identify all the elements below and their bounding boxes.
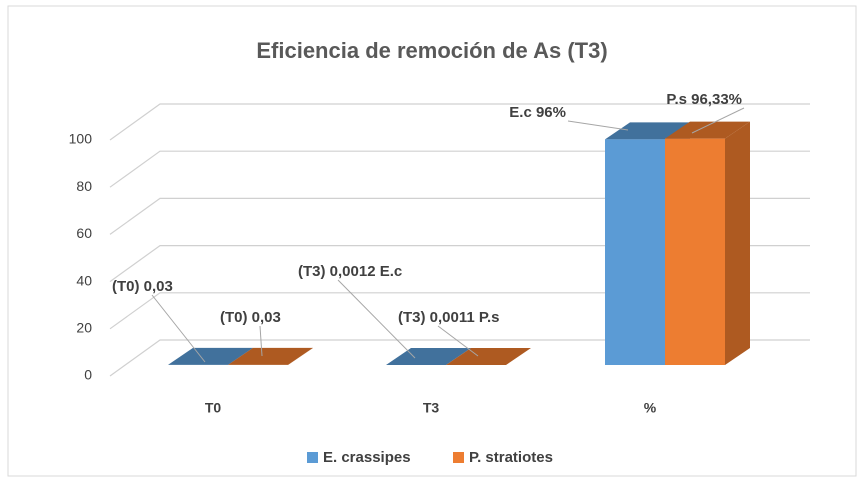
x-tick-label: % <box>644 400 657 416</box>
bar-front <box>665 138 725 365</box>
grid-line <box>109 292 810 330</box>
y-tick-label: 20 <box>76 320 92 336</box>
y-tick-label: 80 <box>76 178 92 194</box>
y-tick-label: 100 <box>69 131 93 147</box>
grid-line <box>109 103 810 141</box>
leader-line <box>437 325 479 357</box>
data-label: E.c 96% <box>509 104 566 121</box>
y-tick-label: 40 <box>76 272 92 288</box>
leader-line <box>691 107 745 134</box>
grid-line <box>109 150 810 188</box>
grid-line <box>109 339 810 377</box>
bar-side <box>725 121 750 365</box>
bar-top <box>665 121 750 139</box>
legend-label: P. stratiotes <box>469 449 553 466</box>
data-label: (T3) 0,0011 P.s <box>398 309 499 326</box>
bar <box>665 121 750 365</box>
grid-line <box>109 245 810 283</box>
y-tick-label: 0 <box>84 367 92 383</box>
data-label: (T3) 0,0012 E.c <box>298 263 402 280</box>
legend-label: E. crassipes <box>323 449 411 466</box>
legend-swatch <box>307 452 318 463</box>
bar-top <box>228 347 313 365</box>
y-tick-label: 60 <box>76 225 92 241</box>
data-label: P.s 96,33% <box>666 91 742 108</box>
leader-line <box>259 325 263 357</box>
bar-side <box>288 347 313 365</box>
leader-line <box>567 120 629 131</box>
bar-top <box>446 347 531 365</box>
x-tick-label: T0 <box>205 400 222 416</box>
data-label: (T0) 0,03 <box>112 278 173 295</box>
grid-line <box>109 197 810 235</box>
bar-top <box>605 122 690 140</box>
bar <box>228 347 313 365</box>
legend-swatch <box>453 452 464 463</box>
bar <box>446 347 531 365</box>
leader-line <box>337 279 416 359</box>
bar-front <box>605 139 665 365</box>
bar-top <box>168 347 253 365</box>
chart-title: Eficiencia de remoción de As (T3) <box>256 38 607 63</box>
leader-line <box>151 294 206 363</box>
bar-top <box>386 347 471 365</box>
bar-side <box>506 347 531 365</box>
data-label: (T0) 0,03 <box>220 309 281 326</box>
x-tick-label: T3 <box>423 400 440 416</box>
